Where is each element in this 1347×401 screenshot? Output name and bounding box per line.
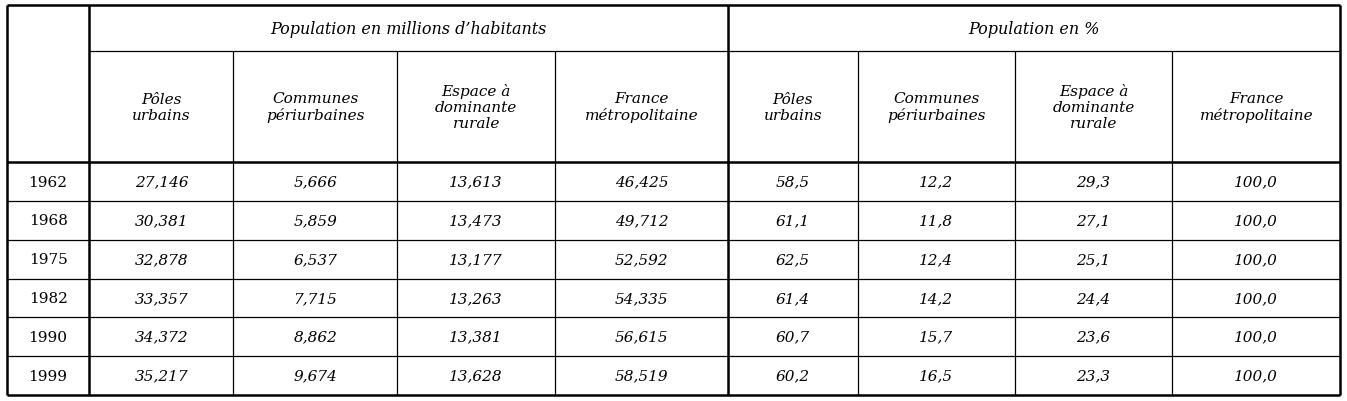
Text: 13,628: 13,628	[450, 369, 502, 383]
Text: 27,146: 27,146	[135, 175, 189, 189]
Text: 12,4: 12,4	[919, 253, 954, 267]
Text: 61,4: 61,4	[776, 291, 810, 305]
Text: 16,5: 16,5	[919, 369, 954, 383]
Text: 12,2: 12,2	[919, 175, 954, 189]
Text: 27,1: 27,1	[1076, 214, 1111, 228]
Text: France
métropolitaine: France métropolitaine	[1199, 92, 1313, 123]
Text: 25,1: 25,1	[1076, 253, 1111, 267]
Text: 23,3: 23,3	[1076, 369, 1111, 383]
Text: 1990: 1990	[28, 330, 67, 344]
Text: 30,381: 30,381	[135, 214, 189, 228]
Text: Population en %: Population en %	[968, 20, 1100, 37]
Text: 100,0: 100,0	[1234, 291, 1278, 305]
Text: 1975: 1975	[28, 253, 67, 267]
Text: 60,7: 60,7	[776, 330, 810, 344]
Text: Communes
périurbaines: Communes périurbaines	[886, 92, 986, 123]
Text: 29,3: 29,3	[1076, 175, 1111, 189]
Text: 46,425: 46,425	[614, 175, 668, 189]
Text: 13,381: 13,381	[450, 330, 502, 344]
Text: 100,0: 100,0	[1234, 369, 1278, 383]
Text: 14,2: 14,2	[919, 291, 954, 305]
Text: 100,0: 100,0	[1234, 214, 1278, 228]
Text: 9,674: 9,674	[294, 369, 337, 383]
Text: Pôles
urbains: Pôles urbains	[132, 92, 191, 122]
Text: 49,712: 49,712	[614, 214, 668, 228]
Text: 1982: 1982	[28, 291, 67, 305]
Text: 6,537: 6,537	[294, 253, 337, 267]
Text: 58,5: 58,5	[776, 175, 810, 189]
Text: 13,473: 13,473	[450, 214, 502, 228]
Text: 1968: 1968	[28, 214, 67, 228]
Text: 1999: 1999	[28, 369, 67, 383]
Text: 23,6: 23,6	[1076, 330, 1111, 344]
Text: Population en millions d’habitants: Population en millions d’habitants	[271, 20, 547, 37]
Text: 58,519: 58,519	[614, 369, 668, 383]
Text: Communes
périurbaines: Communes périurbaines	[267, 92, 365, 123]
Text: 5,859: 5,859	[294, 214, 337, 228]
Text: 100,0: 100,0	[1234, 330, 1278, 344]
Text: 56,615: 56,615	[614, 330, 668, 344]
Text: 52,592: 52,592	[614, 253, 668, 267]
Text: 62,5: 62,5	[776, 253, 810, 267]
Text: 34,372: 34,372	[135, 330, 189, 344]
Text: 13,177: 13,177	[450, 253, 502, 267]
Text: 13,613: 13,613	[450, 175, 502, 189]
Text: 5,666: 5,666	[294, 175, 337, 189]
Text: 54,335: 54,335	[614, 291, 668, 305]
Text: Espace à
dominante
rurale: Espace à dominante rurale	[435, 84, 517, 131]
Text: Pôles
urbains: Pôles urbains	[764, 92, 822, 122]
Text: 7,715: 7,715	[294, 291, 337, 305]
Text: 35,217: 35,217	[135, 369, 189, 383]
Text: Espace à
dominante
rurale: Espace à dominante rurale	[1052, 84, 1134, 131]
Text: 13,263: 13,263	[450, 291, 502, 305]
Text: 33,357: 33,357	[135, 291, 189, 305]
Text: 8,862: 8,862	[294, 330, 337, 344]
Text: 1962: 1962	[28, 175, 67, 189]
Text: 24,4: 24,4	[1076, 291, 1111, 305]
Text: 11,8: 11,8	[919, 214, 954, 228]
Text: 60,2: 60,2	[776, 369, 810, 383]
Text: 15,7: 15,7	[919, 330, 954, 344]
Text: 100,0: 100,0	[1234, 253, 1278, 267]
Text: France
métropolitaine: France métropolitaine	[585, 92, 698, 123]
Text: 61,1: 61,1	[776, 214, 810, 228]
Text: 32,878: 32,878	[135, 253, 189, 267]
Text: 100,0: 100,0	[1234, 175, 1278, 189]
